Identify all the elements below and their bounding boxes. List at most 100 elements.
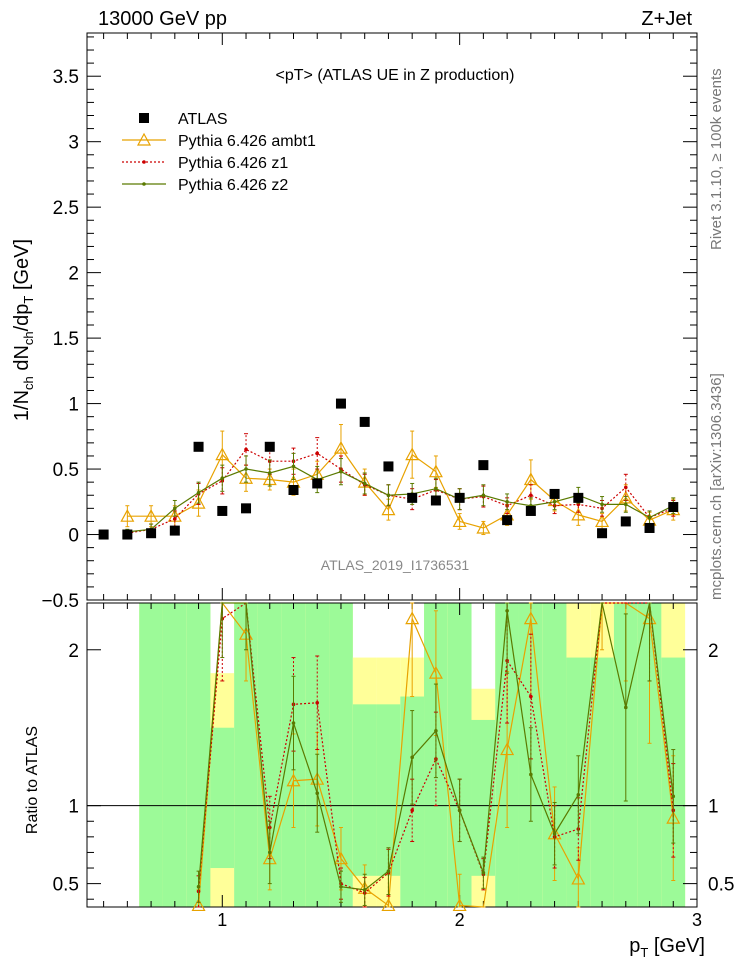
ratio-point-z2 [339,884,343,889]
ratio-point-ambt1 [500,742,515,756]
main-point-z2 [244,467,248,471]
legend-label: ATLAS [178,111,228,128]
data-point [312,478,323,489]
main-frame [86,32,698,601]
ratio-point-ambt1 [381,898,396,912]
main-point-z2 [623,502,628,507]
main-point-ambt1 [571,507,586,521]
ratio-ylabel: Ratio to ATLAS [24,726,41,834]
ratio-point-z2 [315,791,320,795]
legend-marker-z2 [142,182,146,186]
ylabel-sub1: ch [21,376,36,390]
legend-marker-atlas [139,113,149,123]
data-point [407,492,418,503]
legend-label: Pythia 6.426 ambt1 [178,133,316,150]
legend-label: Pythia 6.426 z1 [178,155,288,172]
main-point-ambt1 [333,440,348,454]
main-point-z1 [244,447,248,452]
legend: ATLAS Pythia 6.426 ambt1 Pythia 6.426 z1 Py… [122,111,316,194]
main-point-z2 [552,499,557,504]
data-point [383,461,394,472]
ratio-band-inner [234,603,258,907]
main-ytick-label: 1.5 [53,329,79,350]
data-point [169,525,180,536]
mcplots-label: mcplots.cern.ch [arXiv:1306.3436] [708,373,725,600]
data-point [668,502,679,513]
main-point-z1 [315,451,320,456]
ratio-point-ambt1 [523,611,538,625]
data-point [525,505,536,516]
main-point-z2 [647,515,652,520]
legend-marker-z1 [142,160,146,164]
data-point [430,495,441,506]
main-point-ambt1 [191,495,206,509]
xlabel-sub: T [640,945,648,960]
main-ylabel: 1/Nch dNch/dpT [GeV] [11,239,36,421]
ratio-point-z2 [505,608,509,613]
ratio-point-z2 [576,792,581,797]
main-point-z2 [386,493,391,498]
legend-marker-ambt1 [136,132,152,146]
ratio-band-inner [352,704,377,876]
main-point-ambt1 [452,514,467,528]
main-ytick-label: −0.5 [41,591,79,612]
data-point [620,516,631,527]
main-point-z1 [173,517,177,521]
main-point-z2 [196,490,201,495]
ratio-band-inner [447,603,472,907]
ratio-band-inner [471,719,496,876]
main-point-z2 [220,476,225,481]
ratio-ytick-label-right: 2 [708,641,719,662]
data-point [288,485,299,496]
ratio-band-inner [186,603,211,907]
ratio-band-inner [257,603,282,907]
ratio-band-inner [162,603,187,907]
ratio-point-z1 [529,694,533,699]
ratio-point-z2 [481,870,486,875]
ratio-band-inner [590,657,614,907]
legend-label: Pythia 6.426 z2 [178,177,288,194]
main-point-z2 [434,486,438,491]
main-ytick-label: 0.5 [53,460,79,481]
chart-title: <pT> (ATLAS UE in Z production) [276,67,515,84]
ylabel-unit: [GeV] [11,239,33,296]
main-point-z2 [362,481,367,486]
main-ytick-label: 0 [68,526,79,547]
ratio-point-z2 [291,721,296,725]
data-point [359,416,370,427]
data-point [644,522,655,533]
main-point-ambt1 [428,464,443,478]
main-point-z1 [623,485,628,490]
ratio-point-ambt1 [191,898,206,912]
data-point [217,505,228,516]
ylabel-mid: dN [11,345,33,376]
ratio-point-ambt1 [428,665,443,679]
data-point [98,529,109,540]
data-point [122,529,133,540]
ratio-line-z1 [197,601,674,894]
ylabel-sub2: ch [21,331,36,345]
ratio-ytick-label-left: 2 [68,641,79,662]
main-point-ambt1 [215,447,230,461]
main-point-ambt1 [144,508,159,522]
main-point-ambt1 [239,470,254,484]
beam-label: 13000 GeV pp [98,8,227,30]
ratio-point-ambt1 [405,611,420,625]
ratio-point-z2 [552,831,557,836]
data-point [549,488,560,499]
xlabel-unit: [GeV] [648,935,705,957]
main-plot-panel: −0.5 0 0.5 1 1.5 2 2.5 3 3.5 ATLAS Pythia 6.426 am… [41,32,698,612]
ratio-point-z2 [267,850,272,855]
main-point-z2 [481,493,486,498]
main-point-ambt1 [476,520,491,534]
ratio-point-z2 [671,794,676,799]
ratio-point-z1 [315,700,320,705]
ratio-point-ambt1 [571,871,586,885]
ratio-ytick-label-right: 1 [708,797,719,818]
ratio-point-ambt1 [286,773,301,787]
main-line-z2 [127,465,674,533]
ratio-point-z2 [386,869,391,873]
ratio-point-z2 [529,772,533,777]
data-point [454,492,465,503]
